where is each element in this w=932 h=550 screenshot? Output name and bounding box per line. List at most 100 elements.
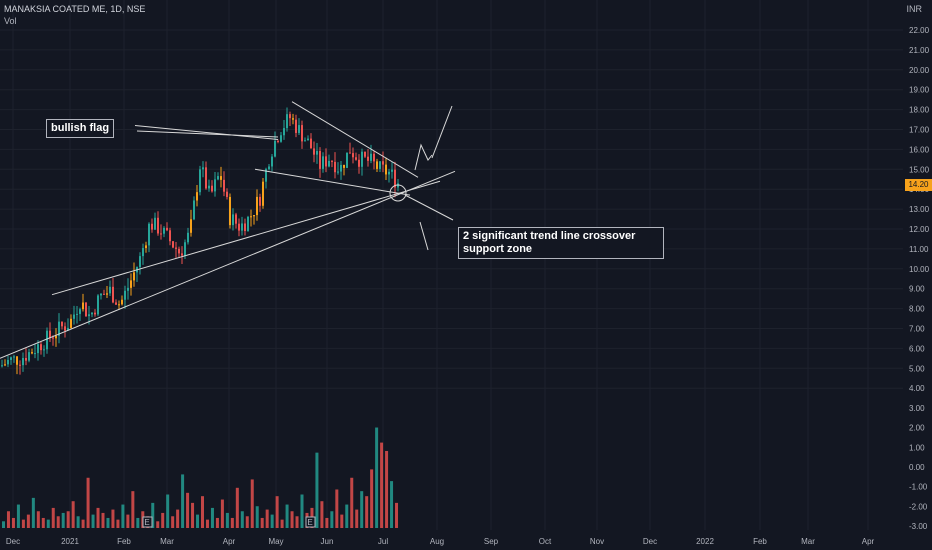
candle-body — [157, 217, 159, 234]
candle-body — [205, 167, 207, 189]
volume-bar — [235, 487, 239, 528]
candle-body — [193, 200, 195, 220]
volume-bar — [41, 517, 45, 528]
volume-bar — [230, 517, 234, 528]
candle-body — [109, 286, 111, 294]
volume-axis: 3.00 2.00 1.00 0.00 -1.00 -2.00 -3.00 — [909, 404, 928, 531]
candle-body — [130, 280, 132, 288]
candle-body — [124, 290, 126, 300]
candle-body — [4, 364, 6, 366]
candle-body — [295, 119, 297, 133]
volume-bar — [101, 512, 105, 528]
volume-bar — [345, 504, 349, 528]
candle-body — [196, 192, 198, 201]
volume-bar — [255, 506, 259, 528]
candle-body — [367, 156, 369, 161]
candle-body — [58, 321, 60, 336]
candle-body — [361, 151, 363, 167]
volume-bar — [355, 509, 359, 528]
volume-bar — [350, 477, 354, 528]
volume-bar — [126, 514, 130, 528]
volume-bar — [56, 516, 60, 528]
time-tick-label: Jun — [321, 537, 334, 546]
candle-body — [85, 302, 87, 317]
volume-bar — [265, 509, 269, 528]
volume-bar — [225, 512, 229, 528]
price-tick-label: 6.00 — [909, 344, 925, 353]
volume-bar — [106, 517, 110, 528]
candle-body — [382, 161, 384, 165]
price-tick-label: 16.00 — [909, 145, 930, 154]
candle-body — [217, 176, 219, 180]
candle-body — [334, 161, 336, 173]
volume-bar — [215, 517, 219, 528]
candle-body — [82, 302, 84, 310]
candle-body — [352, 153, 354, 158]
candle-body — [325, 156, 327, 167]
candle-body — [178, 248, 180, 254]
price-tick-label: 9.00 — [909, 285, 925, 294]
price-tick-label: 11.00 — [909, 245, 929, 254]
candle-body — [22, 358, 24, 366]
volume-bar — [121, 504, 125, 528]
trend-line — [291, 101, 419, 178]
candle-body — [43, 349, 45, 351]
volume-bar — [375, 427, 379, 528]
candle-body — [46, 330, 48, 350]
candle-body — [301, 125, 303, 142]
time-axis: Dec 2021 Feb Mar Apr May Jun Jul Aug Sep Oct Nov Dec… — [6, 537, 875, 546]
candle-body — [151, 223, 153, 230]
candle-body — [190, 219, 192, 233]
candle-body — [61, 321, 63, 327]
volume-bars — [2, 427, 399, 528]
volume-bar — [66, 511, 70, 528]
candle-body — [376, 161, 378, 169]
arrow-to-flag-label — [136, 130, 279, 138]
volume-bar — [315, 452, 319, 528]
candle-body — [250, 216, 252, 218]
volume-bar — [360, 491, 364, 528]
price-tick-label: 4.00 — [909, 384, 925, 393]
time-tick-label: Aug — [430, 537, 444, 546]
candle-body — [19, 364, 21, 366]
volume-bar — [295, 516, 299, 528]
candle-body — [394, 169, 396, 188]
candle-body — [373, 153, 375, 162]
price-tick-label: 21.00 — [909, 46, 930, 55]
candle-body — [181, 253, 183, 256]
candle-body — [277, 140, 279, 142]
volume-bar — [245, 516, 249, 528]
volume-bar — [51, 507, 55, 528]
volume-bar — [385, 450, 389, 528]
earnings-marker-label: E — [144, 518, 149, 527]
candle-body — [76, 313, 78, 315]
volume-bar — [81, 519, 85, 528]
trend-lines — [0, 101, 456, 359]
candle-body — [259, 196, 261, 206]
volume-bar — [186, 492, 190, 528]
candle-body — [379, 161, 381, 169]
volume-bar — [270, 514, 274, 528]
volume-bar — [210, 507, 214, 528]
volume-bar — [220, 499, 224, 528]
price-tick-label: 7.00 — [909, 325, 925, 334]
volume-bar — [21, 519, 25, 528]
bullish-flag-label[interactable]: bullish flag — [46, 119, 115, 138]
volume-tick-label: -1.00 — [909, 483, 928, 492]
candle-body — [100, 293, 102, 296]
volume-bar — [395, 502, 399, 528]
volume-bar — [136, 517, 140, 528]
arrow-up-path — [414, 143, 433, 171]
price-tick-label: 15.00 — [909, 165, 930, 174]
candle-body — [271, 156, 273, 167]
volume-bar — [205, 519, 209, 528]
candle-body — [262, 181, 264, 206]
candle-body — [343, 164, 345, 168]
volume-indicator-label[interactable]: Vol — [4, 16, 17, 26]
candle-body — [175, 247, 177, 249]
candle-body — [172, 241, 174, 248]
support-zone-label[interactable]: 2 significant trend line crossover suppo… — [458, 227, 664, 259]
candle-body — [292, 118, 294, 120]
candle-body — [364, 151, 366, 157]
